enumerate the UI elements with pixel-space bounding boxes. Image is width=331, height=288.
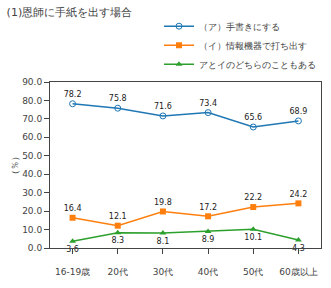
svg-text:90.0: 90.0 [22, 77, 42, 87]
svg-text:40代: 40代 [198, 267, 218, 277]
svg-text:（ア）手書きにする: （ア）手書きにする [199, 22, 280, 32]
svg-text:19.8: 19.8 [154, 198, 172, 207]
svg-text:30.0: 30.0 [22, 188, 42, 198]
svg-text:22.2: 22.2 [244, 193, 262, 202]
svg-text:70.0: 70.0 [22, 114, 42, 124]
svg-text:アとイのどちらのこともある: アとイのどちらのこともある [199, 60, 316, 70]
svg-text:(1)恩師に手紙を出す場合: (1)恩師に手紙を出す場合 [7, 6, 133, 19]
svg-text:17.2: 17.2 [199, 203, 217, 212]
svg-text:75.8: 75.8 [109, 94, 127, 103]
svg-text:12.1: 12.1 [109, 212, 127, 221]
svg-text:（％）: （％） [10, 152, 20, 179]
svg-text:8.3: 8.3 [111, 236, 124, 245]
svg-text:16.4: 16.4 [64, 204, 82, 213]
svg-text:20代: 20代 [108, 267, 128, 277]
svg-text:20.0: 20.0 [22, 206, 42, 216]
svg-text:24.2: 24.2 [290, 190, 308, 199]
svg-text:60.0: 60.0 [22, 132, 42, 142]
svg-text:68.9: 68.9 [290, 107, 308, 116]
svg-text:73.4: 73.4 [199, 99, 217, 108]
svg-text:4.3: 4.3 [292, 244, 305, 253]
svg-text:50代: 50代 [243, 267, 263, 277]
svg-text:40.0: 40.0 [22, 169, 42, 179]
svg-text:71.6: 71.6 [154, 102, 172, 111]
svg-text:60歳以上: 60歳以上 [279, 267, 317, 277]
svg-text:10.0: 10.0 [22, 225, 42, 235]
svg-text:3.6: 3.6 [66, 245, 79, 254]
svg-text:50.0: 50.0 [22, 151, 42, 161]
svg-text:78.2: 78.2 [64, 90, 82, 99]
svg-text:10.1: 10.1 [244, 233, 262, 242]
svg-text:80.0: 80.0 [22, 96, 42, 106]
svg-text:16-19歳: 16-19歳 [55, 267, 90, 277]
svg-text:8.1: 8.1 [157, 237, 170, 246]
svg-text:8.9: 8.9 [202, 235, 215, 244]
svg-text:0.0: 0.0 [28, 243, 43, 253]
svg-text:（イ）情報機器で打ち出す: （イ）情報機器で打ち出す [199, 41, 307, 51]
svg-text:30代: 30代 [153, 267, 173, 277]
svg-text:65.6: 65.6 [244, 113, 262, 122]
